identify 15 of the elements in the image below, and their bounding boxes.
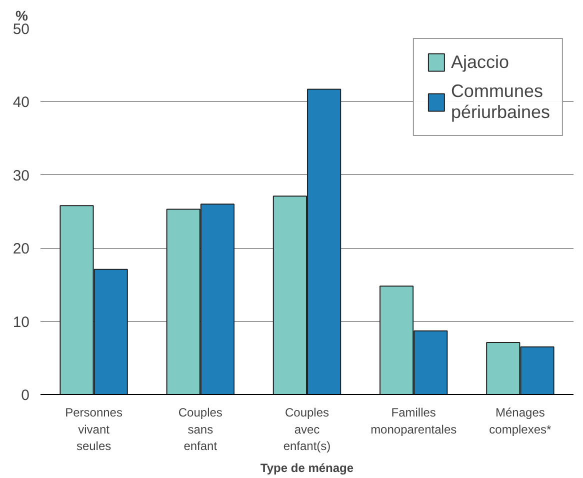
x-tick-label: Couples sans enfant: [178, 406, 222, 454]
y-tick-label: 20: [12, 240, 30, 258]
x-tick-label: Couples avec enfant(s): [283, 406, 331, 454]
legend-label: Ajaccio: [450, 52, 509, 72]
x-tick-label: Familles monoparentales: [370, 406, 457, 436]
y-axis-title: %: [16, 8, 28, 24]
x-tick-label: Ménages complexes*: [489, 406, 552, 436]
legend-label: Communes périurbaines: [450, 81, 550, 123]
x-tick-label: Personnes vivant seules: [65, 406, 122, 454]
y-tick-label: 40: [12, 94, 30, 112]
y-tick-label: 30: [12, 167, 30, 184]
y-tick-label: 50: [12, 21, 30, 38]
y-tick-label: 10: [12, 314, 30, 331]
x-axis-title: Type de ménage: [260, 461, 354, 476]
y-tick-label: 0: [21, 387, 30, 404]
